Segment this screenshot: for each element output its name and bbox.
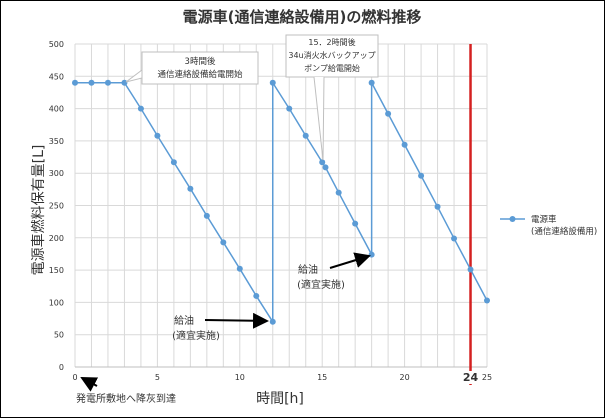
y-tick-label: 50: [54, 331, 64, 340]
data-point: [368, 79, 375, 86]
legend-label-line: (通信連絡設備用): [531, 226, 597, 237]
data-point: [322, 164, 329, 171]
series-line: [75, 80, 488, 325]
data-point: [269, 318, 276, 325]
data-point: [88, 79, 95, 86]
x-tick-label: 15: [317, 373, 327, 382]
annotation-text-line: ポンプ給電開始: [304, 63, 360, 73]
y-tick-label: 200: [49, 234, 64, 243]
y-axis-label: 電源車燃料保有量[L]: [30, 145, 47, 276]
annotation-15-2h: 15．2時間後 34u消火水バックアップ ポンプ給電開始: [285, 34, 379, 161]
annotation-text-line: (適宜実施): [297, 278, 345, 291]
data-point: [220, 239, 227, 246]
annotation-text-line: 発電所敷地へ降灰到達: [76, 392, 176, 405]
annotation-text-line: 3時間後: [185, 56, 216, 67]
data-point: [203, 212, 210, 219]
annotation-ashfall: 発電所敷地へ降灰到達: [76, 377, 176, 405]
y-tick-label: 300: [49, 169, 64, 178]
reference-label-background: [463, 371, 478, 384]
annotation-box: [141, 51, 259, 85]
annotation-pointer: [313, 76, 325, 161]
annotation-text-line: 34u消火水バックアップ: [288, 50, 375, 60]
data-point: [484, 297, 490, 304]
x-tick-label: 25: [482, 373, 492, 382]
y-tick-label: 250: [49, 202, 64, 211]
chart-title: 電源車(通信連絡設備用)の燃料推移: [183, 8, 422, 26]
data-point: [467, 266, 474, 273]
data-point: [302, 132, 309, 139]
y-tick-label: 100: [49, 298, 64, 307]
y-tick-label: 500: [49, 40, 64, 49]
annotation-box: [285, 34, 379, 78]
x-axis-ticks: 0 5 10 15 20 25: [72, 373, 492, 382]
data-point: [72, 79, 78, 86]
data-point: [154, 132, 161, 139]
data-point: [451, 235, 458, 242]
annotation-text-line: 給油: [174, 314, 194, 327]
annotation-text-line: 給油: [298, 263, 318, 276]
reference-label-24: 24: [463, 371, 479, 384]
y-tick-label: 400: [49, 105, 64, 114]
data-point: [170, 159, 177, 166]
grid: [74, 43, 488, 367]
data-point: [236, 265, 243, 272]
annotation-3h: 3時間後 通信連絡設備給電開始: [125, 51, 259, 85]
data-point: [368, 251, 375, 258]
annotation-refuel-18h: 給油 (適宜実施): [297, 252, 371, 291]
data-point: [319, 159, 326, 166]
data-point: [187, 185, 194, 192]
y-tick-label: 350: [49, 137, 64, 146]
data-point: [104, 79, 111, 86]
data-point: [269, 79, 276, 86]
x-tick-label: 5: [155, 373, 160, 382]
y-tick-label: 0: [59, 363, 64, 372]
series-group: [72, 79, 490, 325]
annotation-arrow: [204, 312, 269, 329]
annotation-pointer: [125, 69, 143, 83]
data-point: [352, 220, 359, 227]
x-tick-label: 10: [235, 373, 245, 382]
y-axis-ticks: 0 50 100 150 200 250 300 350 400 450 500: [49, 40, 64, 372]
x-tick-label: 0: [72, 373, 77, 382]
annotation-text-line: (適宜実施): [172, 329, 220, 342]
data-point: [385, 110, 392, 117]
legend: 電源車 (通信連絡設備用): [500, 214, 597, 237]
legend-marker-swatch: [509, 216, 516, 222]
data-point: [137, 105, 144, 112]
annotation-refuel-12h: 給油 (適宜実施): [172, 312, 269, 342]
data-point: [253, 292, 260, 299]
data-point: [418, 172, 425, 179]
data-point: [434, 203, 441, 210]
x-axis-label: 時間[h]: [256, 391, 304, 407]
data-point: [335, 189, 342, 196]
data-point: [121, 79, 128, 86]
legend-label-line: 電源車: [531, 214, 557, 225]
annotation-arrow: [329, 252, 371, 269]
x-tick-label: 20: [400, 373, 410, 382]
y-tick-label: 150: [49, 266, 64, 275]
annotation-arrow: [80, 377, 99, 392]
annotation-text-line: 通信連絡設備給電開始: [157, 69, 243, 80]
annotation-text-line: 15．2時間後: [308, 37, 355, 47]
y-tick-label: 450: [49, 72, 64, 81]
data-point: [401, 141, 408, 148]
data-point: [286, 105, 293, 112]
